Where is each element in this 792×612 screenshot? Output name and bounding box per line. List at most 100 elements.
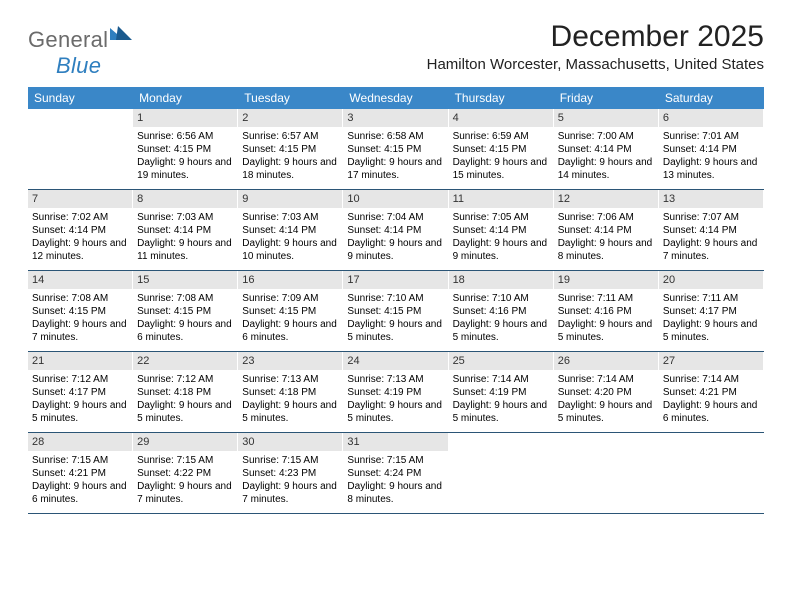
day-cell: 4Sunrise: 6:59 AMSunset: 4:15 PMDaylight… — [449, 109, 554, 189]
day-number: 6 — [659, 109, 763, 127]
day-cell: 12Sunrise: 7:06 AMSunset: 4:14 PMDayligh… — [554, 190, 659, 270]
day-cell: 30Sunrise: 7:15 AMSunset: 4:23 PMDayligh… — [238, 433, 343, 513]
day-detail-line: Daylight: 9 hours and 7 minutes. — [663, 237, 759, 263]
day-detail-line: Sunrise: 7:14 AM — [663, 373, 759, 386]
week-row: 21Sunrise: 7:12 AMSunset: 4:17 PMDayligh… — [28, 352, 764, 433]
day-detail-line: Sunrise: 7:12 AM — [137, 373, 233, 386]
day-cell: 5 Sunrise: 7:00 AMSunset: 4:14 PMDaylight… — [554, 109, 659, 189]
calendar-grid: SundayMondayTuesdayWednesdayThursdayFrid… — [28, 87, 764, 514]
day-detail-line: Sunset: 4:22 PM — [137, 467, 233, 480]
day-detail-line: Daylight: 9 hours and 5 minutes. — [242, 399, 338, 425]
day-number: 14 — [28, 271, 132, 289]
day-detail-line: Daylight: 9 hours and 5 minutes. — [453, 318, 549, 344]
day-cell — [449, 433, 554, 513]
week-row: 1Sunrise: 6:56 AMSunset: 4:15 PMDaylight… — [28, 109, 764, 190]
day-detail-line: Daylight: 9 hours and 18 minutes. — [242, 156, 338, 182]
day-detail-line: Daylight: 9 hours and 5 minutes. — [32, 399, 128, 425]
day-detail-line: Daylight: 9 hours and 5 minutes. — [558, 399, 654, 425]
week-row: 28Sunrise: 7:15 AMSunset: 4:21 PMDayligh… — [28, 433, 764, 514]
day-number — [554, 433, 658, 451]
weekday-header: Monday — [133, 87, 238, 109]
day-number: 17 — [343, 271, 447, 289]
day-cell: 18Sunrise: 7:10 AMSunset: 4:16 PMDayligh… — [449, 271, 554, 351]
weekday-header: Tuesday — [238, 87, 343, 109]
day-cell: 21Sunrise: 7:12 AMSunset: 4:17 PMDayligh… — [28, 352, 133, 432]
day-detail-line: Daylight: 9 hours and 13 minutes. — [663, 156, 759, 182]
day-detail-line: Daylight: 9 hours and 19 minutes. — [137, 156, 233, 182]
day-cell: 15Sunrise: 7:08 AMSunset: 4:15 PMDayligh… — [133, 271, 238, 351]
day-cell: 13Sunrise: 7:07 AMSunset: 4:14 PMDayligh… — [659, 190, 764, 270]
day-detail-line: Sunrise: 7:15 AM — [347, 454, 443, 467]
weekday-header: Saturday — [659, 87, 764, 109]
day-number: 30 — [238, 433, 342, 451]
day-detail-line: Sunset: 4:16 PM — [558, 305, 654, 318]
weekday-header: Sunday — [28, 87, 133, 109]
day-number: 31 — [343, 433, 447, 451]
day-cell: 16Sunrise: 7:09 AMSunset: 4:15 PMDayligh… — [238, 271, 343, 351]
day-detail-line: Daylight: 9 hours and 8 minutes. — [347, 480, 443, 506]
day-detail-line: Sunset: 4:14 PM — [242, 224, 338, 237]
day-number: 3 — [343, 109, 447, 127]
day-number: 19 — [554, 271, 658, 289]
day-number: 5 — [554, 109, 658, 127]
day-cell: 26Sunrise: 7:14 AMSunset: 4:20 PMDayligh… — [554, 352, 659, 432]
day-cell: 14Sunrise: 7:08 AMSunset: 4:15 PMDayligh… — [28, 271, 133, 351]
day-detail-line: Sunrise: 7:14 AM — [558, 373, 654, 386]
day-cell: 23Sunrise: 7:13 AMSunset: 4:18 PMDayligh… — [238, 352, 343, 432]
day-detail-line: Daylight: 9 hours and 11 minutes. — [137, 237, 233, 263]
day-detail-line: Sunset: 4:24 PM — [347, 467, 443, 480]
day-cell: 11Sunrise: 7:05 AMSunset: 4:14 PMDayligh… — [449, 190, 554, 270]
day-cell: 22Sunrise: 7:12 AMSunset: 4:18 PMDayligh… — [133, 352, 238, 432]
day-detail-line: Sunrise: 7:15 AM — [242, 454, 338, 467]
day-detail-line: Daylight: 9 hours and 17 minutes. — [347, 156, 443, 182]
day-cell: 2Sunrise: 6:57 AMSunset: 4:15 PMDaylight… — [238, 109, 343, 189]
day-detail-line: Sunrise: 7:00 AM — [558, 130, 654, 143]
day-detail-line: Sunrise: 6:58 AM — [347, 130, 443, 143]
day-number: 23 — [238, 352, 342, 370]
day-number: 4 — [449, 109, 553, 127]
day-number: 26 — [554, 352, 658, 370]
day-number: 15 — [133, 271, 237, 289]
day-detail-line: Daylight: 9 hours and 5 minutes. — [137, 399, 233, 425]
day-number — [449, 433, 553, 451]
weekday-header-row: SundayMondayTuesdayWednesdayThursdayFrid… — [28, 87, 764, 109]
day-detail-line: Sunrise: 7:14 AM — [453, 373, 549, 386]
day-detail-line: Sunset: 4:14 PM — [137, 224, 233, 237]
day-detail-line: Sunset: 4:15 PM — [453, 143, 549, 156]
day-detail-line: Daylight: 9 hours and 5 minutes. — [453, 399, 549, 425]
day-detail-line: Sunrise: 6:56 AM — [137, 130, 233, 143]
day-detail-line: Sunrise: 7:07 AM — [663, 211, 759, 224]
day-detail-line: Daylight: 9 hours and 14 minutes. — [558, 156, 654, 182]
weekday-header: Thursday — [449, 87, 554, 109]
day-number: 22 — [133, 352, 237, 370]
logo-text-general: General — [28, 27, 108, 53]
day-detail-line: Sunset: 4:14 PM — [663, 224, 759, 237]
day-detail-line: Sunrise: 7:03 AM — [242, 211, 338, 224]
day-detail-line: Sunset: 4:14 PM — [347, 224, 443, 237]
day-detail-line: Sunset: 4:14 PM — [558, 143, 654, 156]
location-subtitle: Hamilton Worcester, Massachusetts, Unite… — [427, 56, 764, 73]
day-cell: 31 Sunrise: 7:15 AMSunset: 4:24 PMDayligh… — [343, 433, 448, 513]
day-detail-line: Daylight: 9 hours and 6 minutes. — [242, 318, 338, 344]
day-detail-line: Daylight: 9 hours and 9 minutes. — [347, 237, 443, 263]
day-detail-line: Sunset: 4:21 PM — [663, 386, 759, 399]
day-detail-line: Sunrise: 7:01 AM — [663, 130, 759, 143]
day-detail-line: Sunrise: 7:10 AM — [347, 292, 443, 305]
day-detail-line: Sunrise: 7:03 AM — [137, 211, 233, 224]
day-number: 25 — [449, 352, 553, 370]
day-detail-line: Sunset: 4:14 PM — [663, 143, 759, 156]
day-cell: 25Sunrise: 7:14 AMSunset: 4:19 PMDayligh… — [449, 352, 554, 432]
day-number: 28 — [28, 433, 132, 451]
day-number: 27 — [659, 352, 763, 370]
day-number: 21 — [28, 352, 132, 370]
day-detail-line: Sunrise: 7:08 AM — [32, 292, 128, 305]
weeks-container: 1Sunrise: 6:56 AMSunset: 4:15 PMDaylight… — [28, 109, 764, 514]
day-cell: 24Sunrise: 7:13 AMSunset: 4:19 PMDayligh… — [343, 352, 448, 432]
day-number: 10 — [343, 190, 447, 208]
day-cell: 9Sunrise: 7:03 AMSunset: 4:14 PMDaylight… — [238, 190, 343, 270]
week-row: 7Sunrise: 7:02 AMSunset: 4:14 PMDaylight… — [28, 190, 764, 271]
day-cell: 19Sunrise: 7:11 AMSunset: 4:16 PMDayligh… — [554, 271, 659, 351]
day-detail-line: Daylight: 9 hours and 15 minutes. — [453, 156, 549, 182]
logo: General — [28, 26, 132, 53]
day-detail-line: Sunset: 4:14 PM — [453, 224, 549, 237]
